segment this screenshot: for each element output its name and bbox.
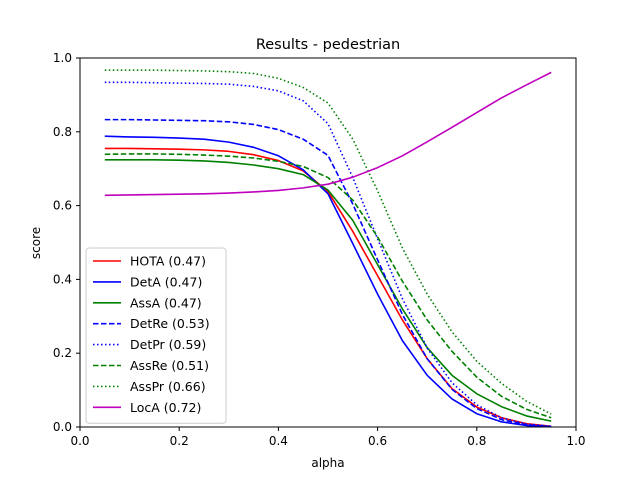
legend-label-5: AssRe (0.51): [130, 358, 209, 373]
series-line-2: [104, 159, 552, 422]
series-line-3: [104, 118, 552, 428]
series-line-7: [104, 71, 552, 197]
series-line-0: [104, 147, 552, 428]
y-axis-label: score: [29, 227, 43, 259]
y-tick-label: 0.6: [53, 199, 72, 213]
series-layer: [104, 69, 552, 428]
y-tick-label: 1.0: [53, 51, 72, 65]
y-tick-label: 0.8: [53, 125, 72, 139]
legend-label-2: AssA (0.47): [130, 295, 202, 310]
legend-label-6: AssPr (0.66): [130, 379, 206, 394]
legend-label-7: LocA (0.72): [130, 400, 201, 415]
x-tick-label: 0.6: [368, 434, 387, 448]
legend: HOTA (0.47) DetA (0.47) AssA (0.47) DetRe (…: [85, 247, 227, 424]
y-axis: 0.0 0.2 0.4 0.6 0.8 1.0: [53, 51, 80, 434]
legend-label-4: DetPr (0.59): [130, 337, 206, 352]
x-axis-label: alpha: [311, 456, 344, 470]
x-tick-label: 0.2: [170, 434, 189, 448]
x-tick-label: 1.0: [566, 434, 585, 448]
legend-frame: [85, 247, 227, 424]
x-axis: 0.0 0.2 0.4 0.6 0.8 1.0: [70, 427, 586, 448]
legend-label-3: DetRe (0.53): [130, 316, 210, 331]
y-tick-label: 0.2: [53, 346, 72, 360]
series-line-5: [104, 153, 552, 419]
x-tick-label: 0.0: [70, 434, 89, 448]
legend-label-1: DetA (0.47): [130, 274, 202, 289]
x-tick-label: 0.8: [467, 434, 486, 448]
x-tick-label: 0.4: [269, 434, 288, 448]
legend-label-0: HOTA (0.47): [130, 254, 206, 269]
y-tick-label: 0.4: [53, 272, 72, 286]
plot-frame: [79, 57, 577, 428]
series-line-1: [104, 135, 552, 428]
y-tick-label: 0.0: [53, 420, 72, 434]
chart-title: Results - pedestrian: [256, 37, 400, 53]
series-line-6: [104, 69, 552, 415]
